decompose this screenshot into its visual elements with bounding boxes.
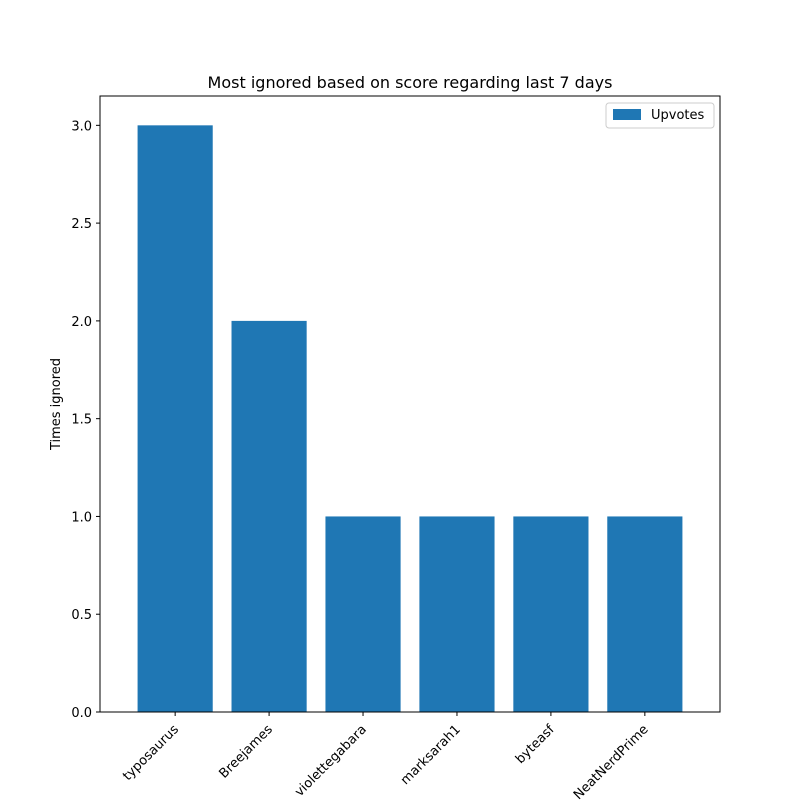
- x-tick-label: violettegabara: [292, 722, 370, 800]
- x-tick-label: NeatNerdPrime: [571, 722, 652, 800]
- y-tick-label: 0.5: [71, 608, 92, 623]
- legend: Upvotes: [605, 102, 715, 129]
- x-axis: typosaurus Breejames violettegabara marksar…: [120, 712, 652, 800]
- x-tick-label: typosaurus: [120, 722, 182, 784]
- y-axis: 0.0 0.5 1.0 1.5 2.0 2.5 3.0: [71, 119, 100, 721]
- y-axis-title: Times ignored: [49, 358, 64, 451]
- legend-swatch: [613, 109, 641, 120]
- chart-title: Most ignored based on score regarding la…: [208, 73, 613, 92]
- bar-typosaurus: [137, 125, 213, 713]
- bar-NeatNerdPrime: [607, 516, 683, 712]
- bar-violettegabara: [325, 516, 401, 712]
- y-tick-label: 0.0: [71, 706, 92, 721]
- y-tick-label: 2.5: [71, 217, 92, 232]
- y-tick-label: 2.0: [71, 315, 92, 330]
- x-tick-label: Breejames: [217, 722, 277, 782]
- plot-frame: [99, 95, 721, 713]
- x-tick-label: marksarah1: [398, 722, 464, 788]
- bar-marksarah1: [419, 516, 495, 712]
- bars-group: [137, 125, 683, 713]
- y-tick-label: 3.0: [71, 119, 92, 134]
- x-tick-label: byteasf: [513, 722, 558, 767]
- bar-byteasf: [513, 516, 589, 712]
- bar-Breejames: [231, 320, 307, 712]
- legend-label: Upvotes: [651, 108, 705, 123]
- y-tick-label: 1.5: [71, 413, 92, 428]
- y-tick-label: 1.0: [71, 510, 92, 525]
